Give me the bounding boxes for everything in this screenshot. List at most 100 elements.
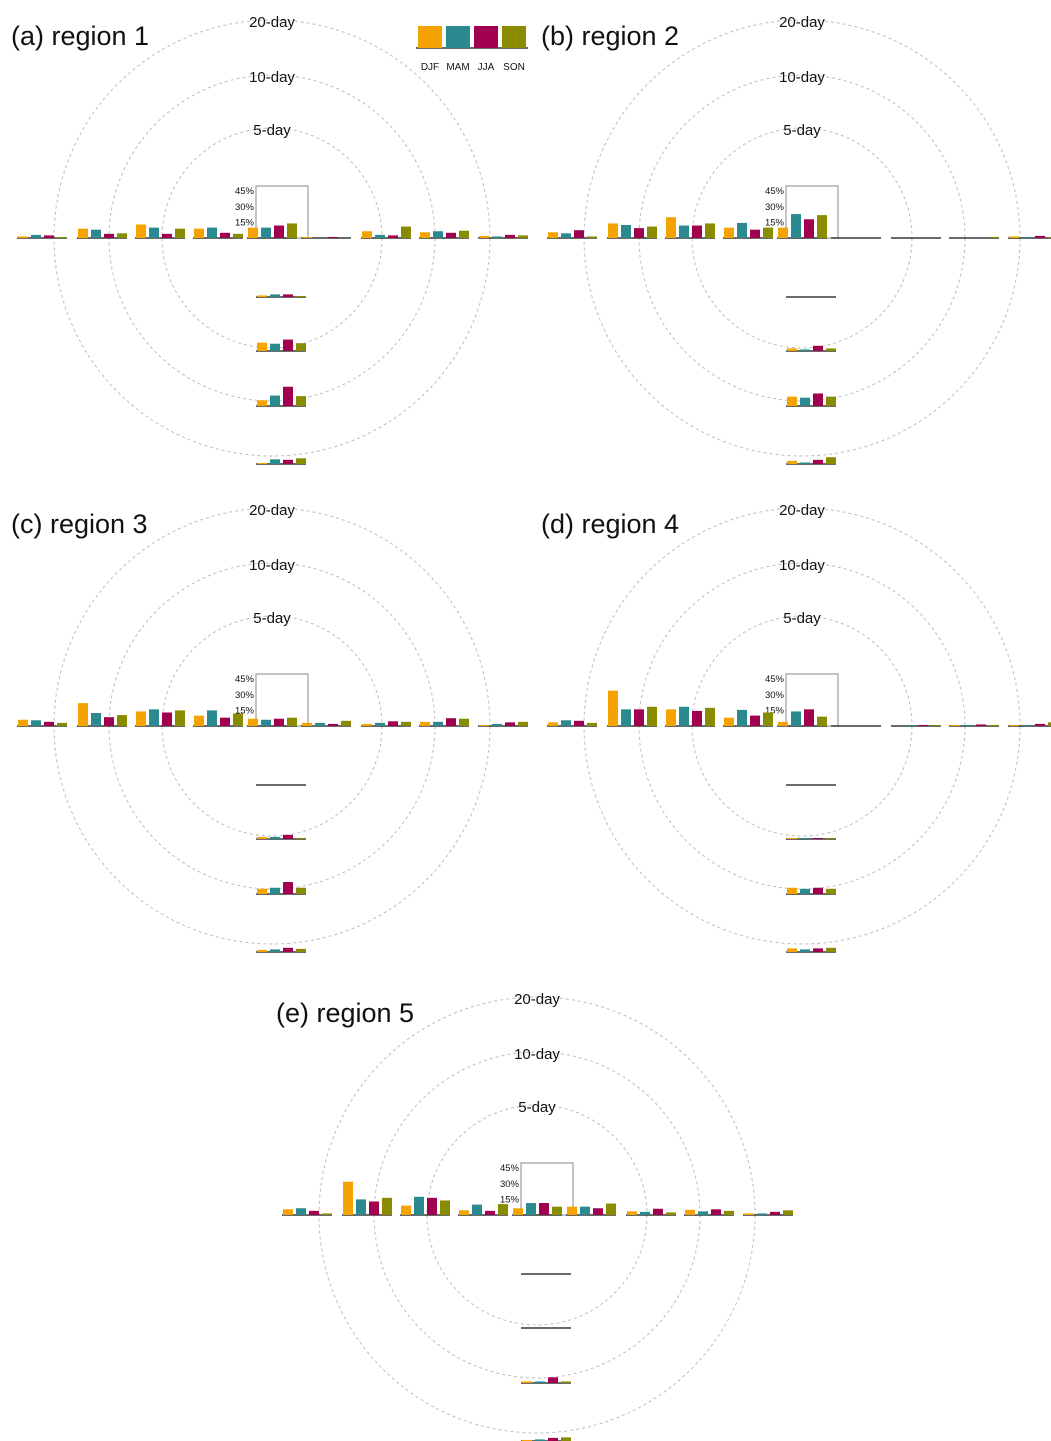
bar-SON [989, 724, 999, 726]
bar-group-col-4 [786, 457, 836, 465]
bar-group-row-6 [301, 236, 351, 239]
bar-group-row-6 [301, 720, 351, 727]
bar-SON [322, 1213, 332, 1215]
bar-DJF [608, 690, 618, 726]
bar-SON [459, 230, 469, 238]
bar-SON [705, 223, 715, 238]
bar-group-row-1 [17, 234, 67, 239]
bar-DJF [136, 711, 146, 726]
bar-MAM [621, 225, 631, 238]
inset-tick-label: 30% [765, 202, 785, 213]
panel-region-5: 5-day 10-day 20-day (e) region 5 15% 30% 45% [276, 991, 793, 1441]
bar-SON [826, 838, 836, 839]
bar-group-col-3 [256, 386, 306, 407]
bar-SON [817, 215, 827, 238]
bar-MAM [526, 1203, 536, 1215]
bar-SON [57, 237, 67, 238]
bar-JJA [283, 459, 293, 464]
bar-JJA [692, 225, 702, 238]
bar-group-row-8 [419, 718, 469, 727]
bar-JJA [446, 718, 456, 726]
bar-DJF [283, 1209, 293, 1215]
bar-JJA [804, 709, 814, 726]
bar-SON [175, 228, 185, 238]
bar-DJF [1009, 725, 1019, 726]
panel-title: (a) region 1 [11, 21, 149, 51]
bar-DJF [666, 709, 676, 726]
bar-SON [826, 457, 836, 464]
bar-JJA [44, 721, 54, 726]
bar-MAM [800, 397, 810, 406]
bar-DJF [724, 717, 734, 726]
bar-JJA [750, 715, 760, 726]
bar-group-col-1 [256, 294, 306, 298]
inset-tick-label: 30% [235, 202, 255, 213]
bar-MAM [535, 1439, 545, 1441]
bar-MAM [492, 236, 502, 238]
bar-group-row-9 [478, 234, 528, 239]
inset-tick-label: 45% [765, 674, 785, 685]
bar-DJF [787, 887, 797, 894]
bar-group-row-9 [1008, 235, 1051, 239]
bar-DJF [78, 228, 88, 238]
bar-MAM [737, 222, 747, 238]
bar-group-col-2 [256, 834, 306, 840]
bar-JJA [770, 1211, 780, 1215]
inset-tick-label: 45% [765, 186, 785, 197]
bar-group-row-9 [478, 721, 528, 727]
bar-JJA [162, 233, 172, 238]
bar-JJA [539, 1203, 549, 1215]
bar-DJF [787, 948, 797, 952]
bar-DJF [787, 460, 797, 464]
bar-group-row-5 [777, 709, 827, 727]
bar-DJF [479, 725, 489, 726]
ring-label: 10-day [779, 557, 825, 574]
panel-region-2: 5-day 10-day 20-day (b) region 2 15% 30% 45% [541, 14, 1051, 465]
inset-tick-label: 15% [765, 705, 785, 716]
bar-JJA [804, 219, 814, 238]
bar-MAM [1022, 236, 1032, 238]
bar-DJF [257, 400, 267, 406]
bar-DJF [420, 232, 430, 238]
bar-group-row-9 [1008, 722, 1051, 727]
bar-MAM [296, 1208, 306, 1215]
bar-MAM [433, 231, 443, 238]
bar-group-row-3 [665, 706, 715, 727]
panel-title: (e) region 5 [276, 998, 414, 1028]
bar-group-row-4 [723, 222, 773, 239]
bar-SON [647, 226, 657, 238]
bar-SON [931, 725, 941, 726]
legend-label: MAM [446, 62, 469, 73]
bar-group-col-2 [786, 345, 836, 352]
bar-DJF [522, 1439, 532, 1441]
bar-MAM [31, 720, 41, 726]
bar-JJA [369, 1201, 379, 1215]
bar-DJF [194, 715, 204, 726]
bar-MAM [535, 1381, 545, 1383]
bar-SON [287, 717, 297, 726]
inset-tick-label: 15% [765, 217, 785, 228]
bar-DJF [787, 348, 797, 351]
bar-JJA [427, 1197, 437, 1215]
legend: DJF MAM JJA SON [416, 26, 528, 73]
bar-group-row-8 [684, 1209, 734, 1216]
bar-group-row-2 [607, 690, 657, 727]
panel-title: (d) region 4 [541, 509, 679, 539]
bar-DJF [257, 888, 267, 894]
bar-JJA [1035, 235, 1045, 238]
bar-DJF [479, 235, 489, 238]
ring-label: 20-day [779, 14, 825, 31]
bar-group-col-4 [256, 947, 306, 953]
bar-DJF [257, 342, 267, 351]
bar-group-col-4 [256, 458, 306, 465]
bar-SON [296, 343, 306, 351]
bar-group-row-6 [566, 1203, 616, 1216]
bar-JJA [388, 235, 398, 238]
bar-group-row-8 [419, 230, 469, 239]
bar-group-row-2 [607, 223, 657, 239]
bar-MAM [561, 720, 571, 726]
bar-DJF [1009, 236, 1019, 238]
bar-group-col-3 [521, 1377, 571, 1384]
bar-JJA [505, 722, 515, 726]
bar-group-row-4 [458, 1204, 508, 1216]
